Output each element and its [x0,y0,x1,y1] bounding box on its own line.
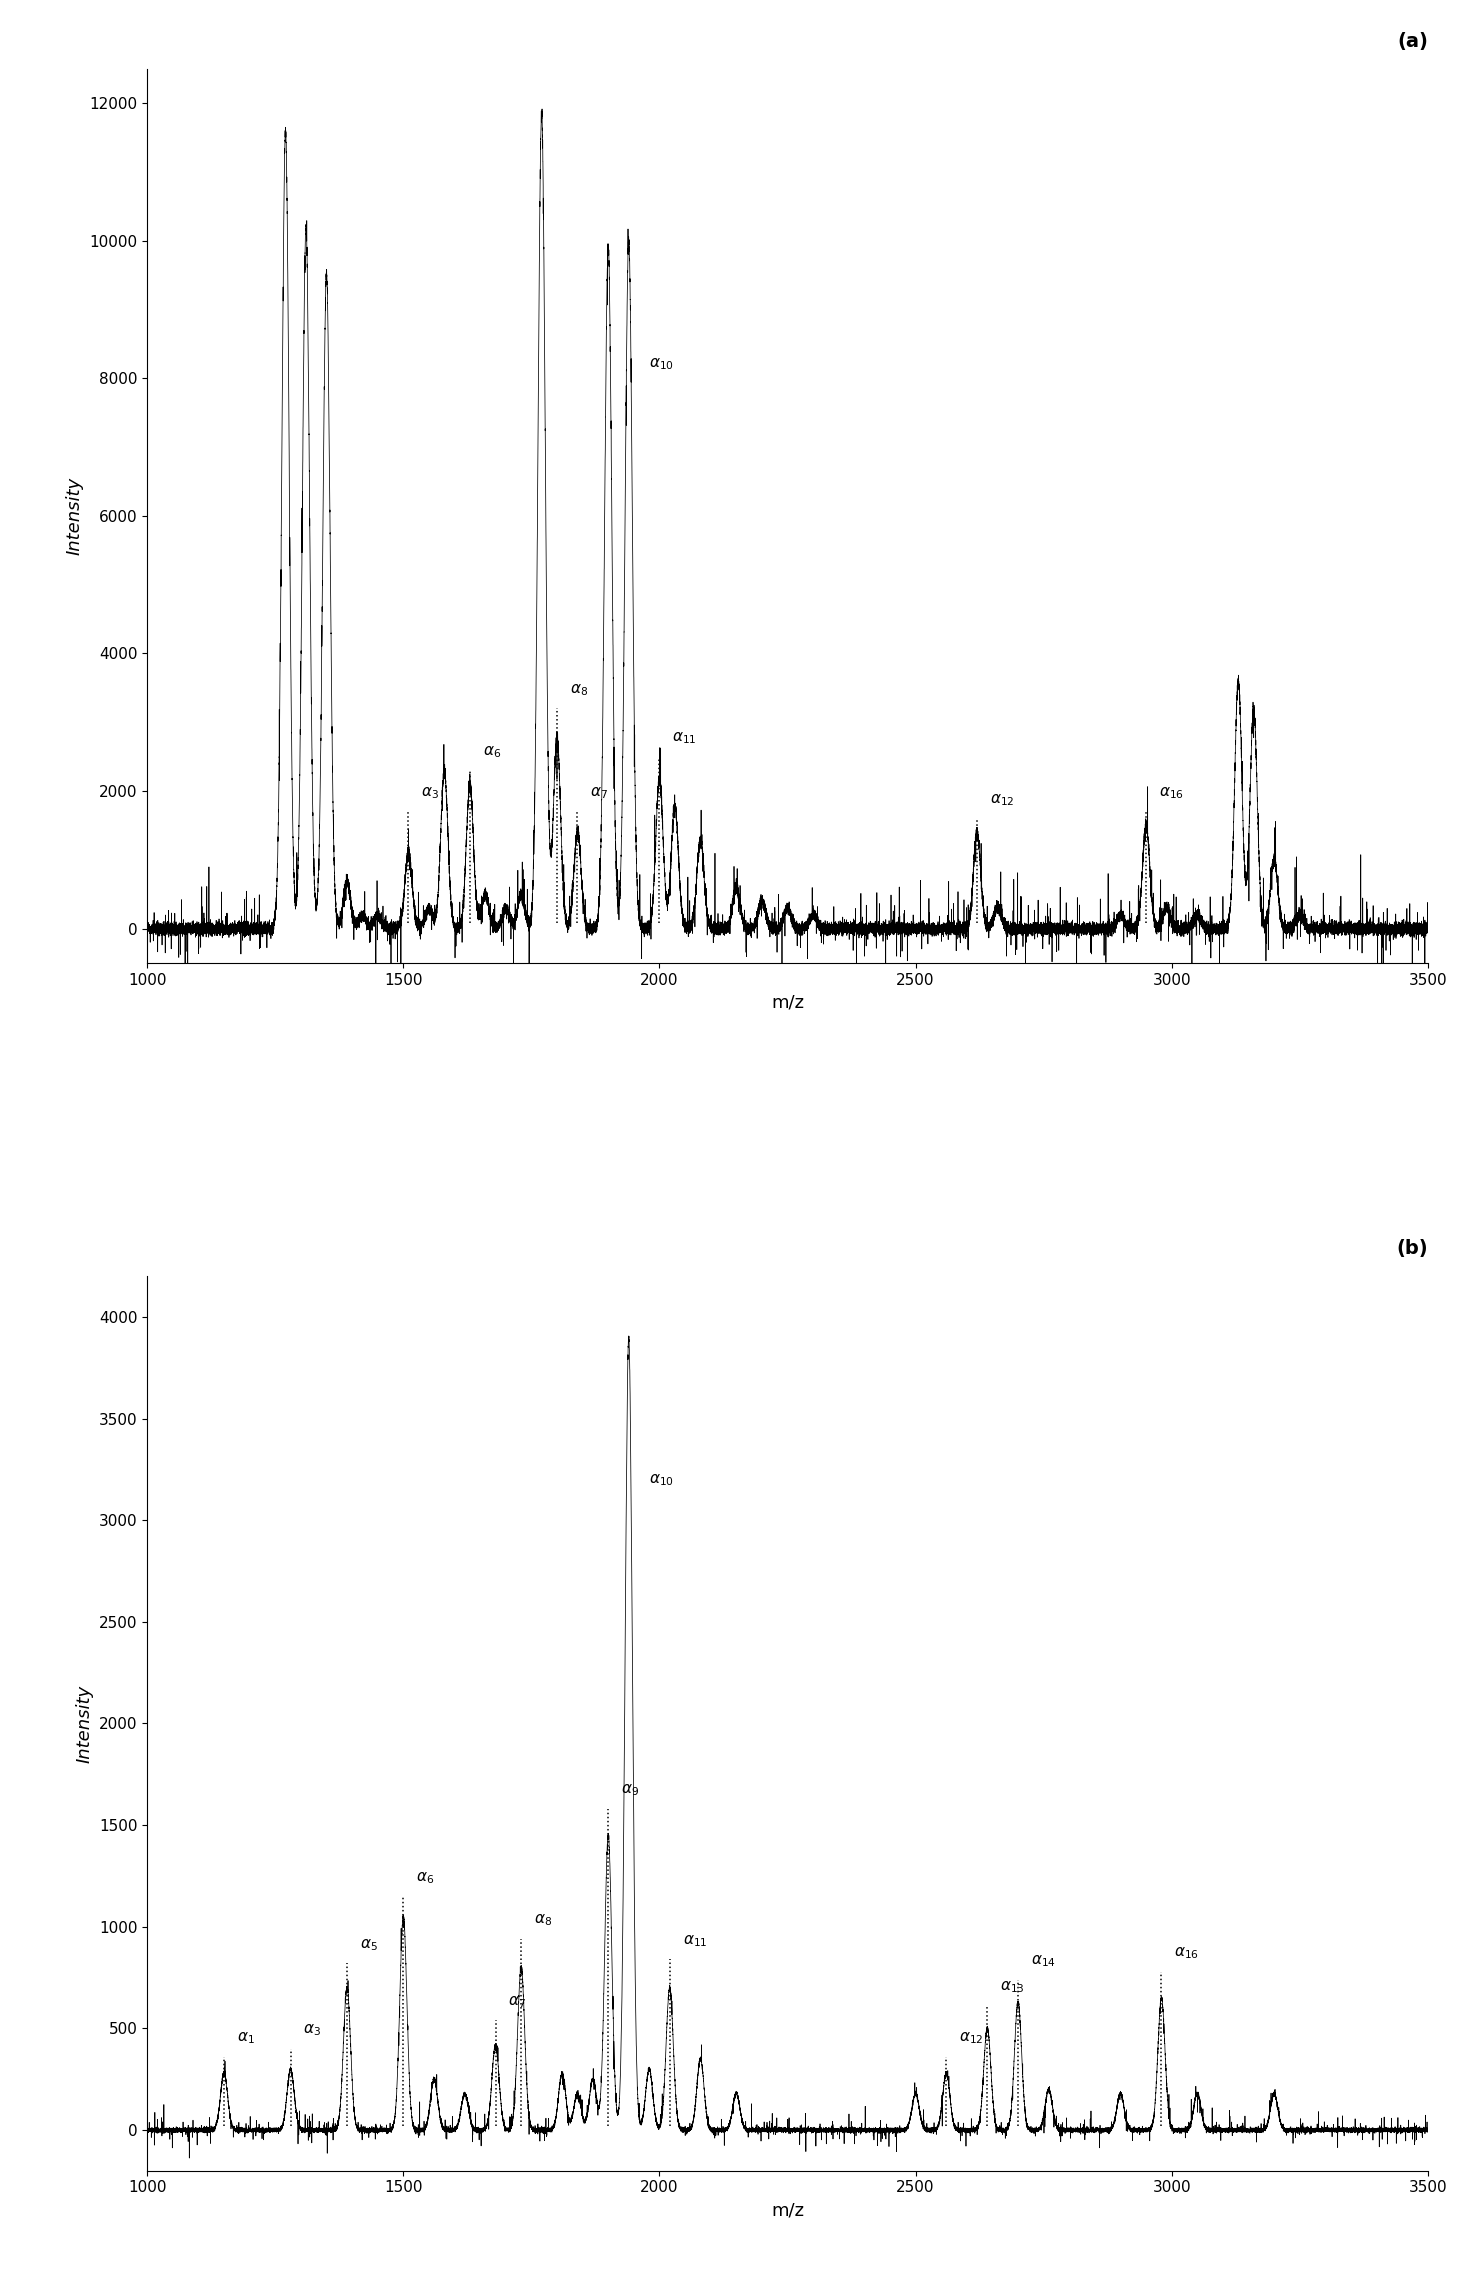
Text: (b): (b) [1397,1238,1428,1259]
Text: $\alpha_{8}$: $\alpha_{8}$ [534,1913,552,1929]
Text: $\alpha_{8}$: $\alpha_{8}$ [570,681,587,697]
Text: $\alpha_{3}$: $\alpha_{3}$ [303,2022,321,2038]
X-axis label: m/z: m/z [771,2200,804,2219]
Text: $\alpha_{16}$: $\alpha_{16}$ [1175,1945,1200,1961]
Text: $\alpha_{14}$: $\alpha_{14}$ [1030,1954,1055,1970]
Text: (a): (a) [1397,32,1428,50]
Text: $\alpha_{7}$: $\alpha_{7}$ [590,786,608,802]
Text: $\alpha_{3}$: $\alpha_{3}$ [421,786,439,802]
Text: $\alpha_{13}$: $\alpha_{13}$ [999,1979,1025,1995]
Text: $\alpha_{9}$: $\alpha_{9}$ [621,1782,639,1798]
Text: $\alpha_{12}$: $\alpha_{12}$ [989,793,1014,809]
Text: $\alpha_{10}$: $\alpha_{10}$ [649,356,674,372]
Text: $\alpha_{11}$: $\alpha_{11}$ [673,731,696,745]
Text: $\alpha_{12}$: $\alpha_{12}$ [960,2031,983,2045]
Text: $\alpha_{7}$: $\alpha_{7}$ [508,1995,527,2009]
Text: $\alpha_{10}$: $\alpha_{10}$ [649,1472,674,1488]
Y-axis label: Intensity: Intensity [75,1684,93,1762]
Text: $\alpha_{1}$: $\alpha_{1}$ [237,2031,255,2045]
Y-axis label: Intensity: Intensity [66,478,84,555]
Text: $\alpha_{5}$: $\alpha_{5}$ [359,1938,378,1954]
Text: $\alpha_{6}$: $\alpha_{6}$ [417,1869,434,1885]
Text: $\alpha_{16}$: $\alpha_{16}$ [1158,786,1183,802]
Text: $\alpha_{11}$: $\alpha_{11}$ [683,1933,707,1949]
Text: $\alpha_{6}$: $\alpha_{6}$ [483,745,500,759]
X-axis label: m/z: m/z [771,994,804,1012]
